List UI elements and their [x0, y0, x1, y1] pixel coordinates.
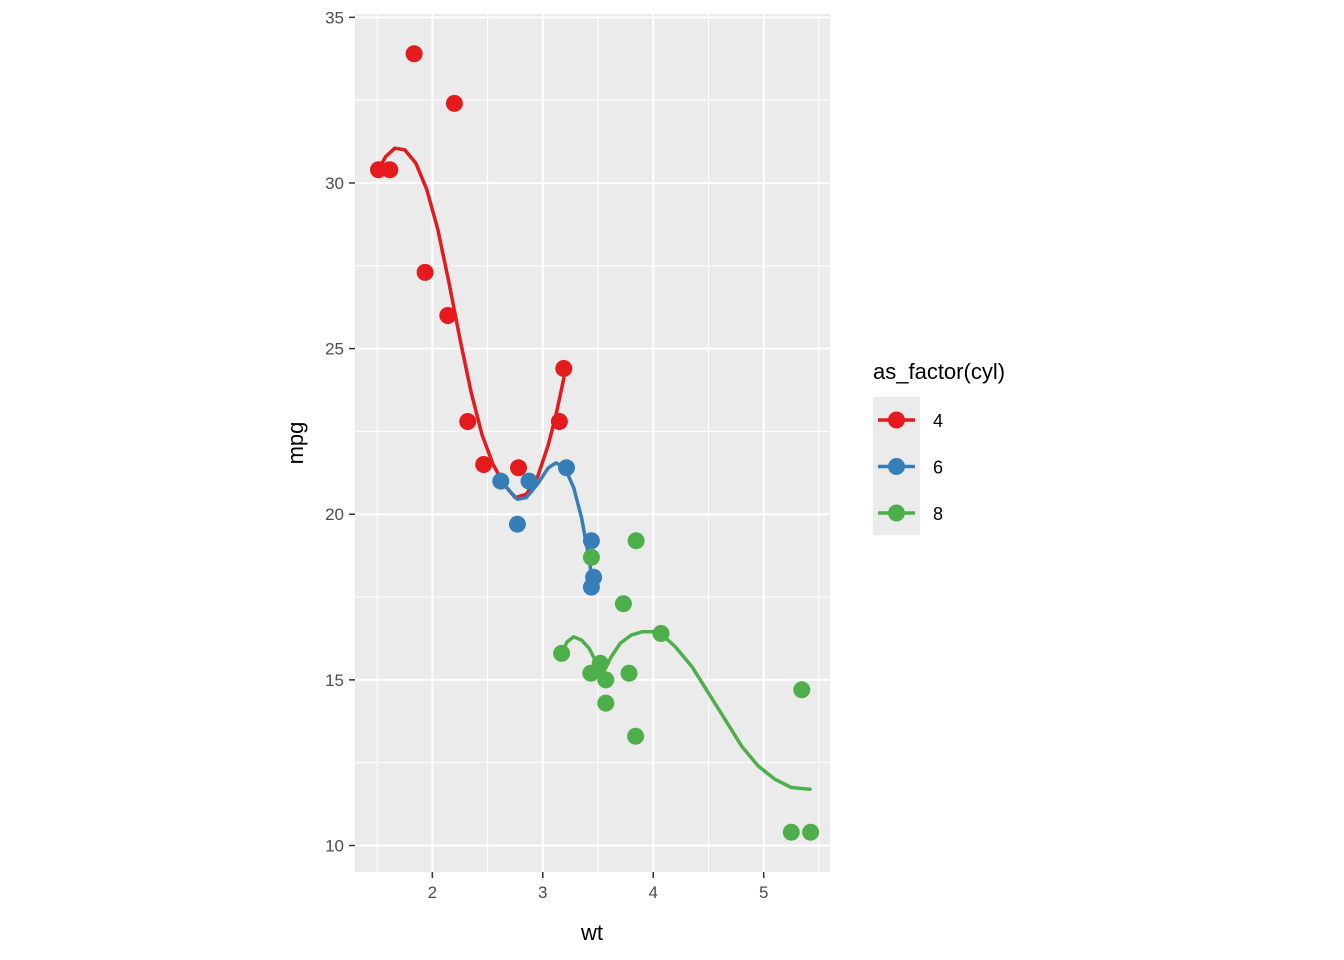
- data-point-cyl-8: [614, 595, 632, 613]
- x-tick-label: 5: [759, 883, 768, 902]
- data-point-cyl-6: [492, 472, 510, 490]
- legend-keys: 4 6 8: [878, 411, 943, 524]
- data-point-cyl-8: [553, 644, 571, 662]
- grid-major: [355, 14, 830, 872]
- y-tick-label: 25: [325, 340, 344, 359]
- data-point-cyl-8: [597, 694, 615, 712]
- plot-panel: [355, 14, 830, 872]
- legend-label-cyl-8: 8: [933, 504, 943, 524]
- x-tick-label: 4: [649, 883, 658, 902]
- data-point-cyl-8: [627, 727, 645, 745]
- data-point-cyl-4: [416, 263, 434, 281]
- data-point-cyl-8: [802, 823, 820, 841]
- y-tick-label: 30: [325, 174, 344, 193]
- data-point-cyl-4: [475, 456, 493, 473]
- legend-point-cyl-6: [888, 458, 905, 475]
- data-point-cyl-8: [620, 664, 638, 682]
- data-point-cyl-4: [555, 360, 573, 377]
- x-tick-label: 2: [428, 883, 437, 902]
- y-tick-label: 10: [325, 836, 344, 855]
- y-tick-label: 35: [325, 8, 344, 27]
- data-point-cyl-6: [520, 472, 538, 490]
- data-point-cyl-6: [582, 532, 600, 550]
- data-point-cyl-8: [627, 532, 645, 550]
- legend-point-cyl-4: [888, 411, 905, 429]
- legend-label-cyl-4: 4: [933, 411, 943, 431]
- smooth-line-cyl-8: [559, 630, 812, 791]
- data-point-cyl-6: [558, 459, 575, 477]
- data-point-cyl-8: [597, 671, 615, 689]
- y-tick-label: 20: [325, 505, 344, 524]
- data-point-cyl-4: [445, 94, 463, 112]
- data-points: [370, 45, 820, 841]
- y-axis: 10 15 20 25 30 35: [325, 8, 355, 855]
- y-tick-label: 15: [325, 671, 344, 690]
- data-point-cyl-6: [508, 515, 526, 533]
- data-point-cyl-8: [582, 548, 600, 566]
- data-point-cyl-4: [550, 413, 568, 430]
- legend-title: as_factor(cyl): [873, 359, 1005, 384]
- data-point-cyl-4: [459, 413, 477, 430]
- data-point-cyl-4: [510, 459, 527, 477]
- grid-minor: [355, 14, 830, 872]
- data-point-cyl-8: [582, 664, 600, 682]
- legend: as_factor(cyl) 4 6 8: [873, 359, 1005, 535]
- x-axis-title: wt: [580, 920, 603, 945]
- x-axis: 2 3 4 5: [428, 872, 768, 902]
- y-axis-title: mpg: [283, 422, 308, 465]
- data-point-cyl-8: [652, 625, 670, 642]
- legend-point-cyl-8: [888, 504, 905, 522]
- data-point-cyl-8: [793, 681, 811, 699]
- data-point-cyl-4: [439, 307, 457, 324]
- data-point-cyl-6: [582, 578, 600, 596]
- x-tick-label: 3: [538, 883, 547, 902]
- legend-label-cyl-6: 6: [933, 458, 943, 478]
- data-point-cyl-8: [782, 823, 800, 841]
- data-point-cyl-4: [370, 161, 387, 179]
- smooth-line-cyl-4: [376, 146, 566, 500]
- data-point-cyl-4: [405, 45, 423, 63]
